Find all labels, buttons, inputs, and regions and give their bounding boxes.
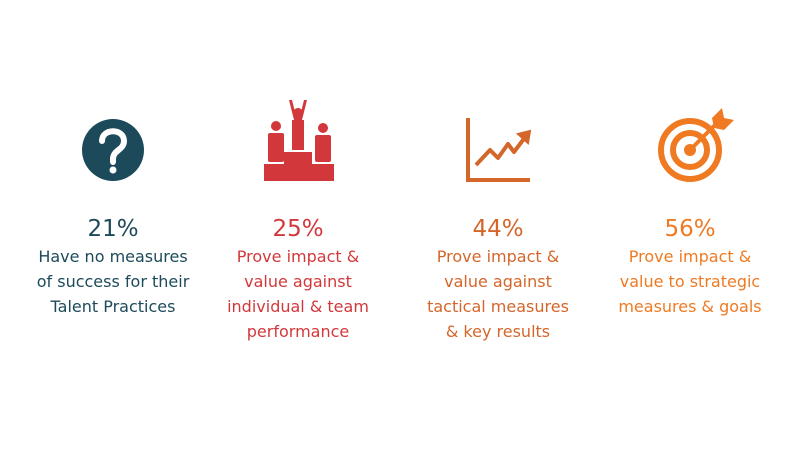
podium-icon [264, 100, 334, 181]
stat-description: tactical measures [427, 297, 569, 316]
stat-texts: 21% Have no measures of success for their T… [37, 216, 762, 341]
target-icon [658, 108, 734, 182]
stat-description: & key results [446, 322, 550, 341]
growth-chart-icon [466, 118, 532, 182]
stat-description: of success for their [37, 272, 190, 291]
stat-description: value to strategic [620, 272, 760, 291]
stat-percent: 25% [272, 216, 323, 242]
stat-description: performance [247, 322, 349, 341]
stat-percent: 21% [87, 216, 138, 242]
stat-description: individual & team [227, 297, 369, 316]
stat-description: measures & goals [618, 297, 761, 316]
stat-description: Prove impact & [237, 247, 359, 266]
stat-description: Have no measures [38, 247, 187, 266]
stat-percent: 44% [472, 216, 523, 242]
stat-description: Prove impact & [437, 247, 559, 266]
stat-description: value against [244, 272, 352, 291]
stat-description: Prove impact & [629, 247, 751, 266]
stat-percent: 56% [664, 216, 715, 242]
stat-description: value against [444, 272, 552, 291]
question-icon [82, 119, 144, 181]
stat-description: Talent Practices [50, 297, 176, 316]
